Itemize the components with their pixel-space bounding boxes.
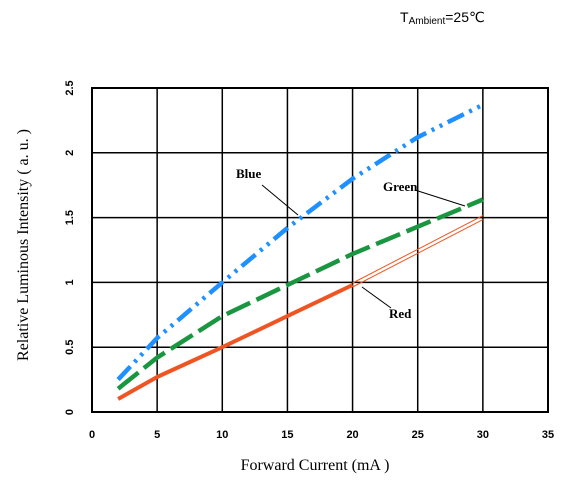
red-series-line <box>117 283 354 401</box>
x-tick-labels: 0 5 10 15 20 25 30 35 <box>89 429 554 441</box>
ambient-t: T <box>400 9 409 25</box>
y-tick-labels: 0 0.5 1 1.5 2 2.5 <box>64 80 76 415</box>
x-tick-label: 20 <box>346 429 358 441</box>
ambient-value: =25℃ <box>445 9 484 25</box>
label-green: Green <box>383 179 418 194</box>
ambient-sub: Ambient <box>409 16 446 27</box>
leader-red <box>361 286 392 309</box>
grid <box>92 88 548 412</box>
label-blue: Blue <box>236 166 262 181</box>
x-tick-label: 15 <box>281 429 293 441</box>
y-tick-label: 0 <box>64 409 76 415</box>
label-red: Red <box>389 306 412 321</box>
leader-blue <box>261 184 299 216</box>
x-tick-label: 25 <box>412 429 424 441</box>
red-extension-series-line-lower <box>352 219 484 288</box>
y-tick-label: 1.5 <box>64 210 76 225</box>
leader-green <box>414 189 466 207</box>
y-tick-label: 2 <box>64 150 76 156</box>
x-tick-label: 30 <box>477 429 489 441</box>
x-tick-label: 10 <box>216 429 228 441</box>
y-tick-label: 2.5 <box>64 80 76 95</box>
series-layer <box>116 102 484 401</box>
green-series-line <box>116 197 484 391</box>
plot-frame <box>91 87 549 413</box>
x-axis-label: Forward Current (mA ) <box>241 457 390 474</box>
red-extension-series-line-upper <box>352 215 484 284</box>
blue-series-line <box>116 102 484 382</box>
series-labels: Blue Green Red <box>236 166 466 321</box>
y-tick-label: 1 <box>64 279 76 285</box>
y-axis-label: Relative Luminous Intensity ( a. u. ) <box>15 129 32 361</box>
ambient-temperature-note: TAmbient=25℃ <box>400 9 485 27</box>
y-tick-label: 0.5 <box>64 340 76 355</box>
x-tick-label: 35 <box>542 429 554 441</box>
x-tick-label: 0 <box>89 429 95 441</box>
x-tick-label: 5 <box>154 429 160 441</box>
